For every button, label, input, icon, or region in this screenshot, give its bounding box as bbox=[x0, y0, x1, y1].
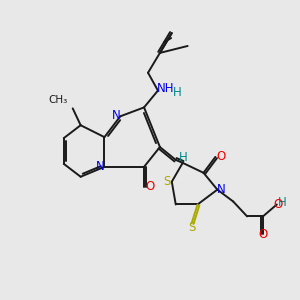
Text: N: N bbox=[96, 160, 105, 173]
Text: NH: NH bbox=[157, 82, 175, 95]
Text: N: N bbox=[112, 109, 121, 122]
Text: S: S bbox=[188, 221, 195, 234]
Text: S: S bbox=[163, 175, 170, 188]
Text: CH₃: CH₃ bbox=[48, 95, 68, 106]
Text: H: H bbox=[278, 196, 286, 209]
Text: N: N bbox=[217, 183, 226, 196]
Text: O: O bbox=[273, 198, 282, 211]
Text: O: O bbox=[258, 228, 268, 241]
Text: O: O bbox=[146, 180, 154, 193]
Text: H: H bbox=[173, 86, 182, 99]
Text: O: O bbox=[217, 150, 226, 164]
Text: H: H bbox=[179, 152, 188, 164]
